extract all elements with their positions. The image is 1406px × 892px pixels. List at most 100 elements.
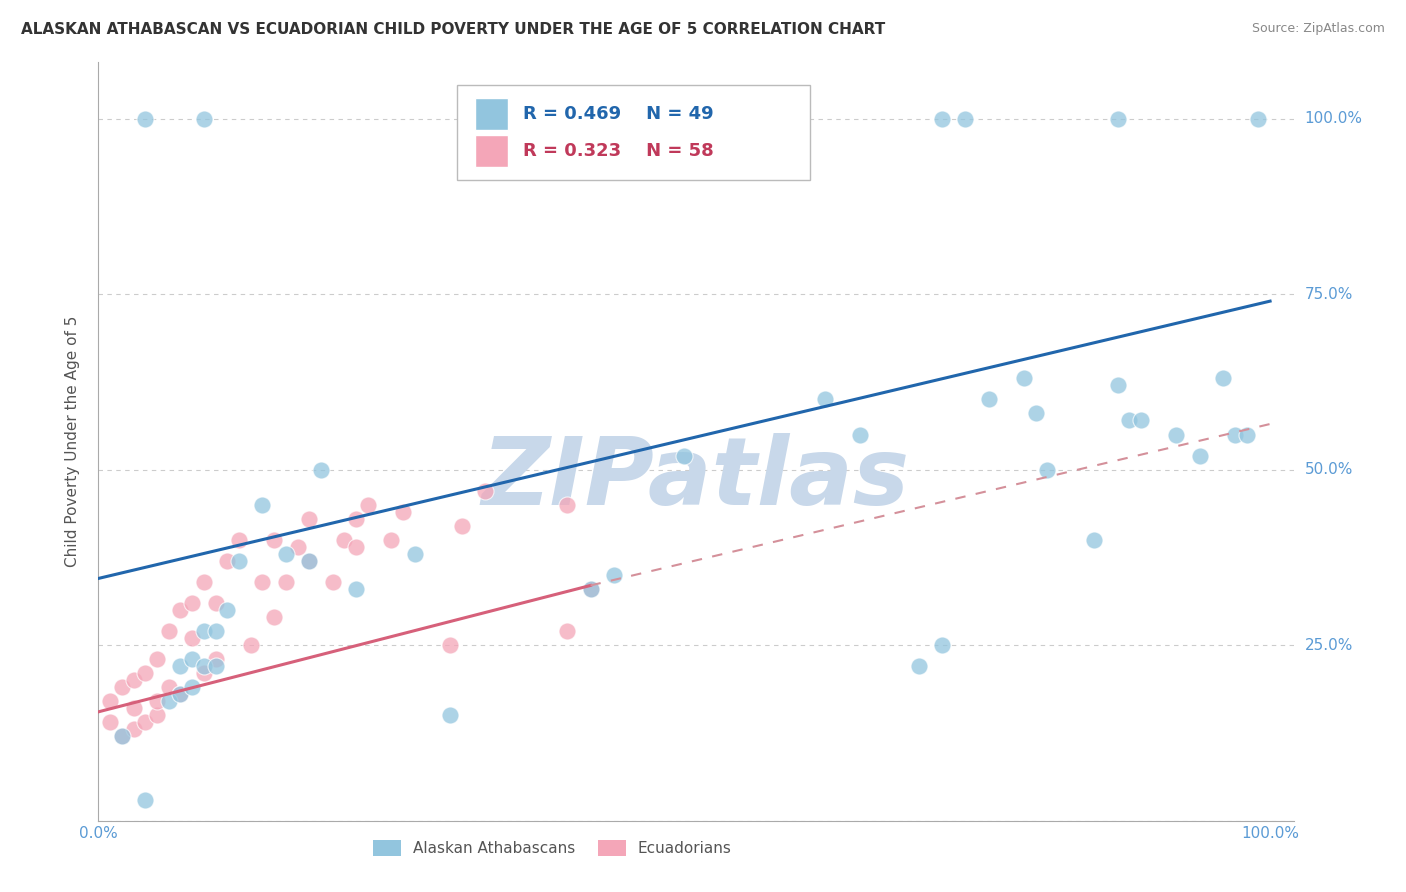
Point — [673, 449, 696, 463]
Point — [579, 582, 602, 596]
Point — [1236, 427, 1258, 442]
Point — [333, 533, 356, 547]
Point — [146, 652, 169, 666]
Point — [450, 518, 472, 533]
Legend: Alaskan Athabascans, Ecuadorians: Alaskan Athabascans, Ecuadorians — [367, 834, 738, 863]
Point — [111, 680, 134, 694]
Point — [439, 708, 461, 723]
Point — [252, 574, 274, 589]
Point — [122, 723, 145, 737]
Point — [239, 638, 262, 652]
Point — [134, 792, 156, 806]
Point — [1188, 449, 1211, 463]
Point — [579, 582, 602, 596]
Point — [344, 512, 367, 526]
Point — [181, 652, 204, 666]
Point — [134, 666, 156, 681]
Text: ALASKAN ATHABASCAN VS ECUADORIAN CHILD POVERTY UNDER THE AGE OF 5 CORRELATION CH: ALASKAN ATHABASCAN VS ECUADORIAN CHILD P… — [21, 22, 886, 37]
Point — [931, 112, 953, 126]
Text: Source: ZipAtlas.com: Source: ZipAtlas.com — [1251, 22, 1385, 36]
Point — [181, 631, 204, 645]
FancyBboxPatch shape — [475, 98, 509, 130]
Point — [169, 659, 191, 673]
Point — [134, 715, 156, 730]
Point — [193, 659, 215, 673]
Point — [228, 533, 250, 547]
Point — [157, 624, 180, 639]
Point — [146, 708, 169, 723]
Point — [181, 680, 204, 694]
Point — [614, 112, 637, 126]
Point — [1107, 378, 1129, 392]
Point — [98, 694, 121, 708]
Point — [1107, 112, 1129, 126]
Point — [849, 427, 872, 442]
Point — [204, 596, 226, 610]
Point — [274, 547, 297, 561]
Point — [111, 730, 134, 744]
Point — [344, 540, 367, 554]
Point — [555, 498, 578, 512]
Point — [298, 554, 321, 568]
Point — [392, 505, 415, 519]
Point — [1012, 371, 1035, 385]
Point — [169, 603, 191, 617]
Point — [193, 624, 215, 639]
Point — [603, 568, 626, 582]
Point — [1025, 407, 1047, 421]
Point — [111, 730, 134, 744]
Point — [1036, 462, 1059, 476]
Point — [1223, 427, 1246, 442]
Text: R = 0.469    N = 49: R = 0.469 N = 49 — [523, 105, 713, 123]
Point — [1212, 371, 1234, 385]
Point — [439, 638, 461, 652]
Point — [217, 603, 239, 617]
Point — [228, 554, 250, 568]
Point — [344, 582, 367, 596]
Point — [122, 701, 145, 715]
Point — [555, 624, 578, 639]
Y-axis label: Child Poverty Under the Age of 5: Child Poverty Under the Age of 5 — [65, 316, 80, 567]
Text: R = 0.323    N = 58: R = 0.323 N = 58 — [523, 142, 713, 161]
Point — [157, 680, 180, 694]
Point — [287, 540, 309, 554]
Text: 25.0%: 25.0% — [1305, 638, 1353, 653]
Point — [380, 533, 402, 547]
Point — [204, 659, 226, 673]
Point — [157, 694, 180, 708]
Point — [181, 596, 204, 610]
Point — [404, 547, 426, 561]
FancyBboxPatch shape — [475, 136, 509, 167]
Point — [322, 574, 344, 589]
Point — [204, 652, 226, 666]
Point — [146, 694, 169, 708]
Point — [1118, 413, 1140, 427]
Point — [169, 687, 191, 701]
Point — [252, 498, 274, 512]
Point — [474, 483, 496, 498]
Point — [193, 112, 215, 126]
Text: 75.0%: 75.0% — [1305, 286, 1353, 301]
Point — [122, 673, 145, 688]
Point — [955, 112, 977, 126]
FancyBboxPatch shape — [457, 85, 810, 180]
Point — [274, 574, 297, 589]
Point — [217, 554, 239, 568]
Point — [169, 687, 191, 701]
Point — [263, 610, 285, 624]
Text: 100.0%: 100.0% — [1305, 112, 1362, 126]
Point — [1247, 112, 1270, 126]
Point — [309, 462, 332, 476]
Point — [1166, 427, 1188, 442]
Text: ZIPatlas: ZIPatlas — [482, 434, 910, 525]
Point — [357, 498, 380, 512]
Point — [263, 533, 285, 547]
Point — [931, 638, 953, 652]
Point — [1130, 413, 1153, 427]
Text: 50.0%: 50.0% — [1305, 462, 1353, 477]
Point — [907, 659, 929, 673]
Point — [98, 715, 121, 730]
Point — [977, 392, 1000, 407]
Point — [193, 574, 215, 589]
Point — [193, 666, 215, 681]
